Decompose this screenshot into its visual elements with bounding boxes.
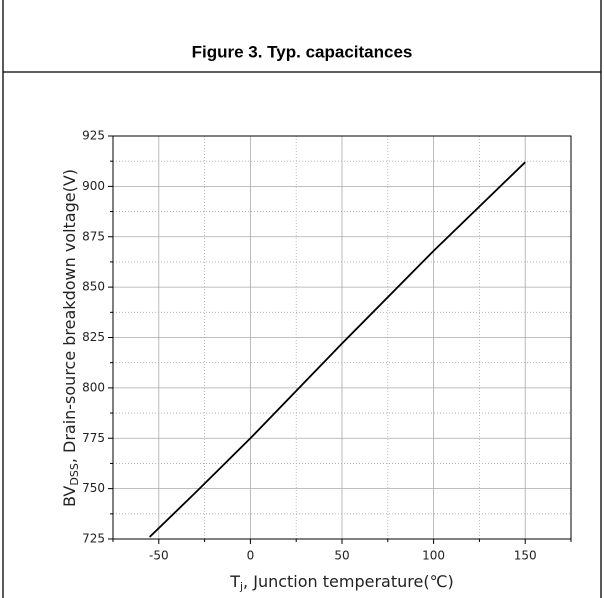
y-tick-label: 850: [82, 280, 105, 294]
y-tick-label: 725: [82, 532, 105, 546]
y-label-main: BV: [60, 486, 79, 507]
plot-frame: [112, 135, 572, 540]
plot: -50 0 50 100 150 725 750 775 800 825 850 875 900 925: [82, 129, 572, 563]
header-title: Figure 3. Typ. capacitances: [192, 42, 413, 61]
y-label-rest: , Drain-source breakdown voltage(V): [60, 169, 79, 463]
x-tick-label: 0: [247, 549, 255, 563]
y-tick-label: 825: [82, 330, 105, 344]
x-label-main: T: [229, 572, 240, 591]
y-tick-label: 750: [82, 481, 105, 495]
y-tick-label: 925: [82, 129, 105, 143]
y-label-sub: DSS: [68, 463, 81, 485]
x-label-sub: j: [239, 580, 243, 593]
y-axis-label: BVDSS, Drain-source breakdown voltage(V): [60, 169, 82, 507]
y-tick-label: 800: [82, 380, 105, 394]
x-tick-label: -50: [149, 549, 169, 563]
data-line: [149, 161, 526, 538]
x-tick-label: 100: [422, 549, 445, 563]
x-axis-label: Tj, Junction temperature(℃): [229, 572, 454, 594]
x-label-rest: , Junction temperature(℃): [243, 572, 454, 591]
y-tick-label: 875: [82, 229, 105, 243]
x-tick-label: 150: [514, 549, 537, 563]
y-tick-label: 900: [82, 179, 105, 193]
y-tick-label: 775: [82, 431, 105, 445]
x-tick-label: 50: [334, 549, 349, 563]
